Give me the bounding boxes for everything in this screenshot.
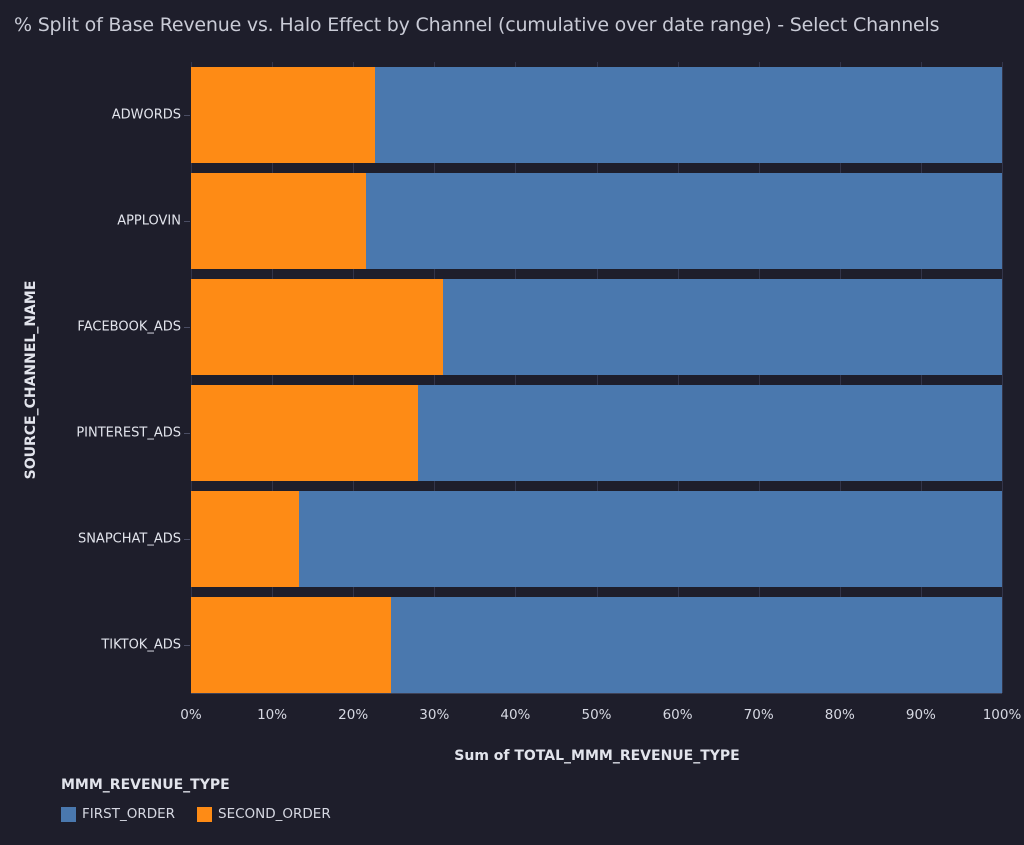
gridline xyxy=(1002,62,1003,693)
x-tick-label: 100% xyxy=(982,707,1022,723)
y-tick-label: APPLOVIN xyxy=(117,213,181,229)
x-tick-label: 90% xyxy=(905,707,936,723)
legend-title: MMM_REVENUE_TYPE xyxy=(61,777,230,793)
gridline xyxy=(353,62,355,693)
plot-area xyxy=(191,62,1003,694)
y-tick-mark xyxy=(184,221,190,222)
bar-row-facebook-ads[interactable] xyxy=(191,279,1002,375)
legend-swatch-second-order xyxy=(197,806,213,822)
y-tick-label: PINTEREST_ADS xyxy=(76,425,181,441)
bar-segment-second-order[interactable] xyxy=(191,597,392,693)
gridline xyxy=(191,62,192,693)
bar-segment-second-order[interactable] xyxy=(191,67,376,163)
x-tick-label: 50% xyxy=(581,707,612,723)
bar-segment-first-order[interactable] xyxy=(418,385,1002,481)
y-tick-mark xyxy=(184,433,190,434)
bar-row-applovin[interactable] xyxy=(191,173,1002,269)
gridline xyxy=(920,62,922,693)
chart-title: % Split of Base Revenue vs. Halo Effect … xyxy=(14,14,940,36)
bar-segment-first-order[interactable] xyxy=(375,67,1002,163)
x-tick-label: 70% xyxy=(743,707,774,723)
y-tick-mark xyxy=(184,115,190,116)
gridline xyxy=(758,62,760,693)
x-axis-line xyxy=(191,693,1002,694)
gridline xyxy=(272,62,274,693)
y-axis-title: SOURCE_CHANNEL_NAME xyxy=(23,280,39,480)
y-tick-label: ADWORDS xyxy=(111,107,181,123)
legend-label: FIRST_ORDER xyxy=(82,806,176,822)
legend-swatch-first-order xyxy=(61,806,76,822)
bar-segment-second-order[interactable] xyxy=(191,173,367,269)
bar-row-snapchat-ads[interactable] xyxy=(191,491,1002,587)
x-axis-title: Sum of TOTAL_MMM_REVENUE_TYPE xyxy=(454,748,740,764)
x-tick-label: 0% xyxy=(180,707,202,723)
x-tick-label: 20% xyxy=(338,707,369,723)
bar-row-adwords[interactable] xyxy=(191,67,1002,163)
bar-row-tiktok-ads[interactable] xyxy=(191,597,1002,693)
x-tick-label: 80% xyxy=(824,707,855,723)
bar-segment-second-order[interactable] xyxy=(191,491,299,587)
bar-segment-second-order[interactable] xyxy=(191,385,419,481)
gridline xyxy=(596,62,598,693)
y-tick-label: SNAPCHAT_ADS xyxy=(77,531,181,547)
gridline xyxy=(839,62,841,693)
bar-segment-first-order[interactable] xyxy=(443,279,1002,375)
gridline xyxy=(677,62,679,693)
y-tick-mark xyxy=(184,327,190,328)
legend: FIRST_ORDER SECOND_ORDER xyxy=(61,806,331,822)
bar-segment-first-order[interactable] xyxy=(391,597,1002,693)
legend-item-first-order[interactable]: FIRST_ORDER xyxy=(61,806,175,822)
gridline xyxy=(434,62,436,693)
bar-segment-first-order[interactable] xyxy=(298,491,1002,587)
bar-row-pinterest-ads[interactable] xyxy=(191,385,1002,481)
y-tick-mark xyxy=(184,645,190,646)
y-tick-label: TIKTOK_ADS xyxy=(101,637,181,653)
bar-segment-first-order[interactable] xyxy=(366,173,1002,269)
x-tick-label: 30% xyxy=(419,707,450,723)
x-tick-label: 10% xyxy=(257,707,288,723)
legend-item-second-order[interactable]: SECOND_ORDER xyxy=(197,806,331,822)
y-tick-label: FACEBOOK_ADS xyxy=(77,319,181,335)
gridline xyxy=(515,62,517,693)
bar-segment-second-order[interactable] xyxy=(191,279,444,375)
x-tick-label: 60% xyxy=(662,707,693,723)
y-tick-mark xyxy=(184,539,190,540)
x-tick-label: 40% xyxy=(500,707,531,723)
legend-label: SECOND_ORDER xyxy=(218,806,331,822)
